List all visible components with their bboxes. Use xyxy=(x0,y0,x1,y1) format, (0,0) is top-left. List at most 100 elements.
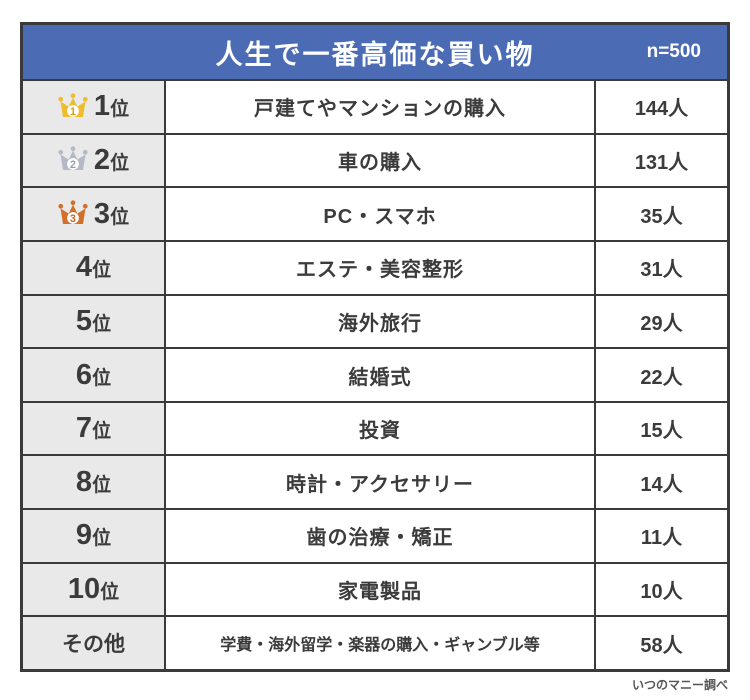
page-title: 人生で一番高価な買い物 xyxy=(215,39,535,70)
rank-label: 3位 xyxy=(94,198,129,231)
item-cell: 戸建てやマンションの購入 xyxy=(166,81,594,133)
count-cell: 31人 xyxy=(594,241,727,294)
rank-cell: 10位 xyxy=(23,563,166,616)
table-row: 3 3位 PC・スマホ 35人 xyxy=(23,186,727,240)
rank-cell: 5位 xyxy=(23,295,166,348)
rank-cell: 3 3位 xyxy=(23,188,166,240)
table-row: 10位 家電製品 10人 xyxy=(23,561,727,616)
rank-number: 7 xyxy=(75,412,93,445)
count-cell: 29人 xyxy=(594,295,727,348)
rank-suffix: 位 xyxy=(110,99,130,121)
item-label: エステ・美容整形 xyxy=(296,259,464,282)
count-label: 22人 xyxy=(640,366,683,389)
item-label: 車の購入 xyxy=(338,151,422,174)
rank-number: 2 xyxy=(93,143,111,176)
rank-number: 3 xyxy=(93,197,111,230)
crown-icon: 3 xyxy=(58,199,88,229)
count-label: 14人 xyxy=(640,473,683,496)
count-cell: 35人 xyxy=(594,188,727,240)
rank-number: 1 xyxy=(93,90,111,123)
table-row: 6位 結婚式 22人 xyxy=(23,347,727,401)
rank-suffix: 位 xyxy=(110,206,130,228)
rank-suffix: 位 xyxy=(100,582,120,604)
item-cell: 家電製品 xyxy=(166,564,594,616)
count-label: 10人 xyxy=(640,581,683,604)
item-cell: PC・スマホ xyxy=(166,188,594,240)
rank-number: 9 xyxy=(75,519,93,552)
count-cell: 58人 xyxy=(594,617,727,670)
count-label: 35人 xyxy=(640,205,683,228)
rank-cell: 2 2位 xyxy=(23,134,166,187)
rank-number: 10 xyxy=(67,573,101,606)
svg-text:3: 3 xyxy=(70,213,76,225)
table-row: 9位 歯の治療・矯正 11人 xyxy=(23,508,727,562)
rank-suffix: 位 xyxy=(110,152,130,174)
rank-label: 7位 xyxy=(76,412,111,445)
crown-icon: 2 xyxy=(58,145,88,175)
item-cell: 結婚式 xyxy=(166,349,594,401)
rank-cell: 8位 xyxy=(23,456,166,509)
rank-cell: その他 xyxy=(23,617,166,670)
count-cell: 10人 xyxy=(594,563,727,616)
item-label: 戸建てやマンションの購入 xyxy=(254,98,506,121)
count-cell: 22人 xyxy=(594,349,727,401)
ranking-table: 人生で一番高価な買い物 n=500 1 1位 戸建てやマンションの購入 144人… xyxy=(20,22,730,672)
rank-cell: 4位 xyxy=(23,241,166,294)
rank-cell: 9位 xyxy=(23,510,166,562)
count-label: 15人 xyxy=(640,420,683,443)
table-row: その他 学費・海外留学・楽器の購入・ギャンブル等 58人 xyxy=(23,615,727,670)
item-cell: 海外旅行 xyxy=(166,296,594,348)
item-label: 家電製品 xyxy=(338,581,422,604)
rank-number: 5 xyxy=(75,304,93,337)
item-label: 学費・海外留学・楽器の購入・ギャンブル等 xyxy=(220,637,540,655)
table-row: 7位 投資 15人 xyxy=(23,400,727,455)
rank-label: 9位 xyxy=(76,519,111,552)
rank-label: その他 xyxy=(62,628,125,658)
rank-suffix: 位 xyxy=(92,528,112,550)
item-cell: 学費・海外留学・楽器の購入・ギャンブル等 xyxy=(166,617,594,669)
count-label: 11人 xyxy=(640,527,683,550)
item-cell: 車の購入 xyxy=(166,135,594,187)
item-label: 結婚式 xyxy=(348,366,412,389)
rank-suffix: 位 xyxy=(92,260,112,282)
count-cell: 15人 xyxy=(594,402,727,455)
rank-cell: 6位 xyxy=(23,349,166,401)
rank-number: 6 xyxy=(75,358,93,391)
rank-number: 4 xyxy=(75,251,93,284)
table-row: 1 1位 戸建てやマンションの購入 144人 xyxy=(23,79,727,133)
table-row: 2 2位 車の購入 131人 xyxy=(23,132,727,187)
item-label: 時計・アクセサリー xyxy=(286,473,474,496)
rank-suffix: 位 xyxy=(92,421,112,443)
count-label: 31人 xyxy=(640,259,683,282)
rank-label: 2位 xyxy=(94,144,129,177)
item-cell: 時計・アクセサリー xyxy=(166,456,594,508)
count-cell: 14人 xyxy=(594,456,727,509)
svg-text:2: 2 xyxy=(70,159,76,171)
crown-icon: 1 xyxy=(58,92,88,122)
rank-cell: 1 1位 xyxy=(23,81,166,133)
rank-suffix: 位 xyxy=(92,313,112,335)
rank-number: その他 xyxy=(62,633,125,657)
count-cell: 144人 xyxy=(594,81,727,133)
count-cell: 11人 xyxy=(594,510,727,562)
item-cell: 投資 xyxy=(166,403,594,455)
rank-label: 1位 xyxy=(94,90,129,123)
rank-cell: 7位 xyxy=(23,402,166,455)
item-label: 投資 xyxy=(359,420,401,443)
rank-label: 8位 xyxy=(76,466,111,499)
rank-suffix: 位 xyxy=(92,367,112,389)
svg-text:1: 1 xyxy=(70,106,76,118)
rank-label: 10位 xyxy=(68,573,119,606)
table-header: 人生で一番高価な買い物 n=500 xyxy=(23,25,727,79)
rank-label: 4位 xyxy=(76,251,111,284)
ranking-table-body: 1 1位 戸建てやマンションの購入 144人 2 2位 車の購入 131人 3 … xyxy=(23,79,727,670)
table-row: 5位 海外旅行 29人 xyxy=(23,293,727,348)
item-label: 海外旅行 xyxy=(338,312,422,335)
rank-label: 6位 xyxy=(76,359,111,392)
count-label: 58人 xyxy=(640,634,683,657)
item-label: PC・スマホ xyxy=(323,205,437,228)
table-row: 8位 時計・アクセサリー 14人 xyxy=(23,454,727,509)
table-row: 4位 エステ・美容整形 31人 xyxy=(23,239,727,294)
count-label: 29人 xyxy=(640,312,683,335)
rank-suffix: 位 xyxy=(92,474,112,496)
